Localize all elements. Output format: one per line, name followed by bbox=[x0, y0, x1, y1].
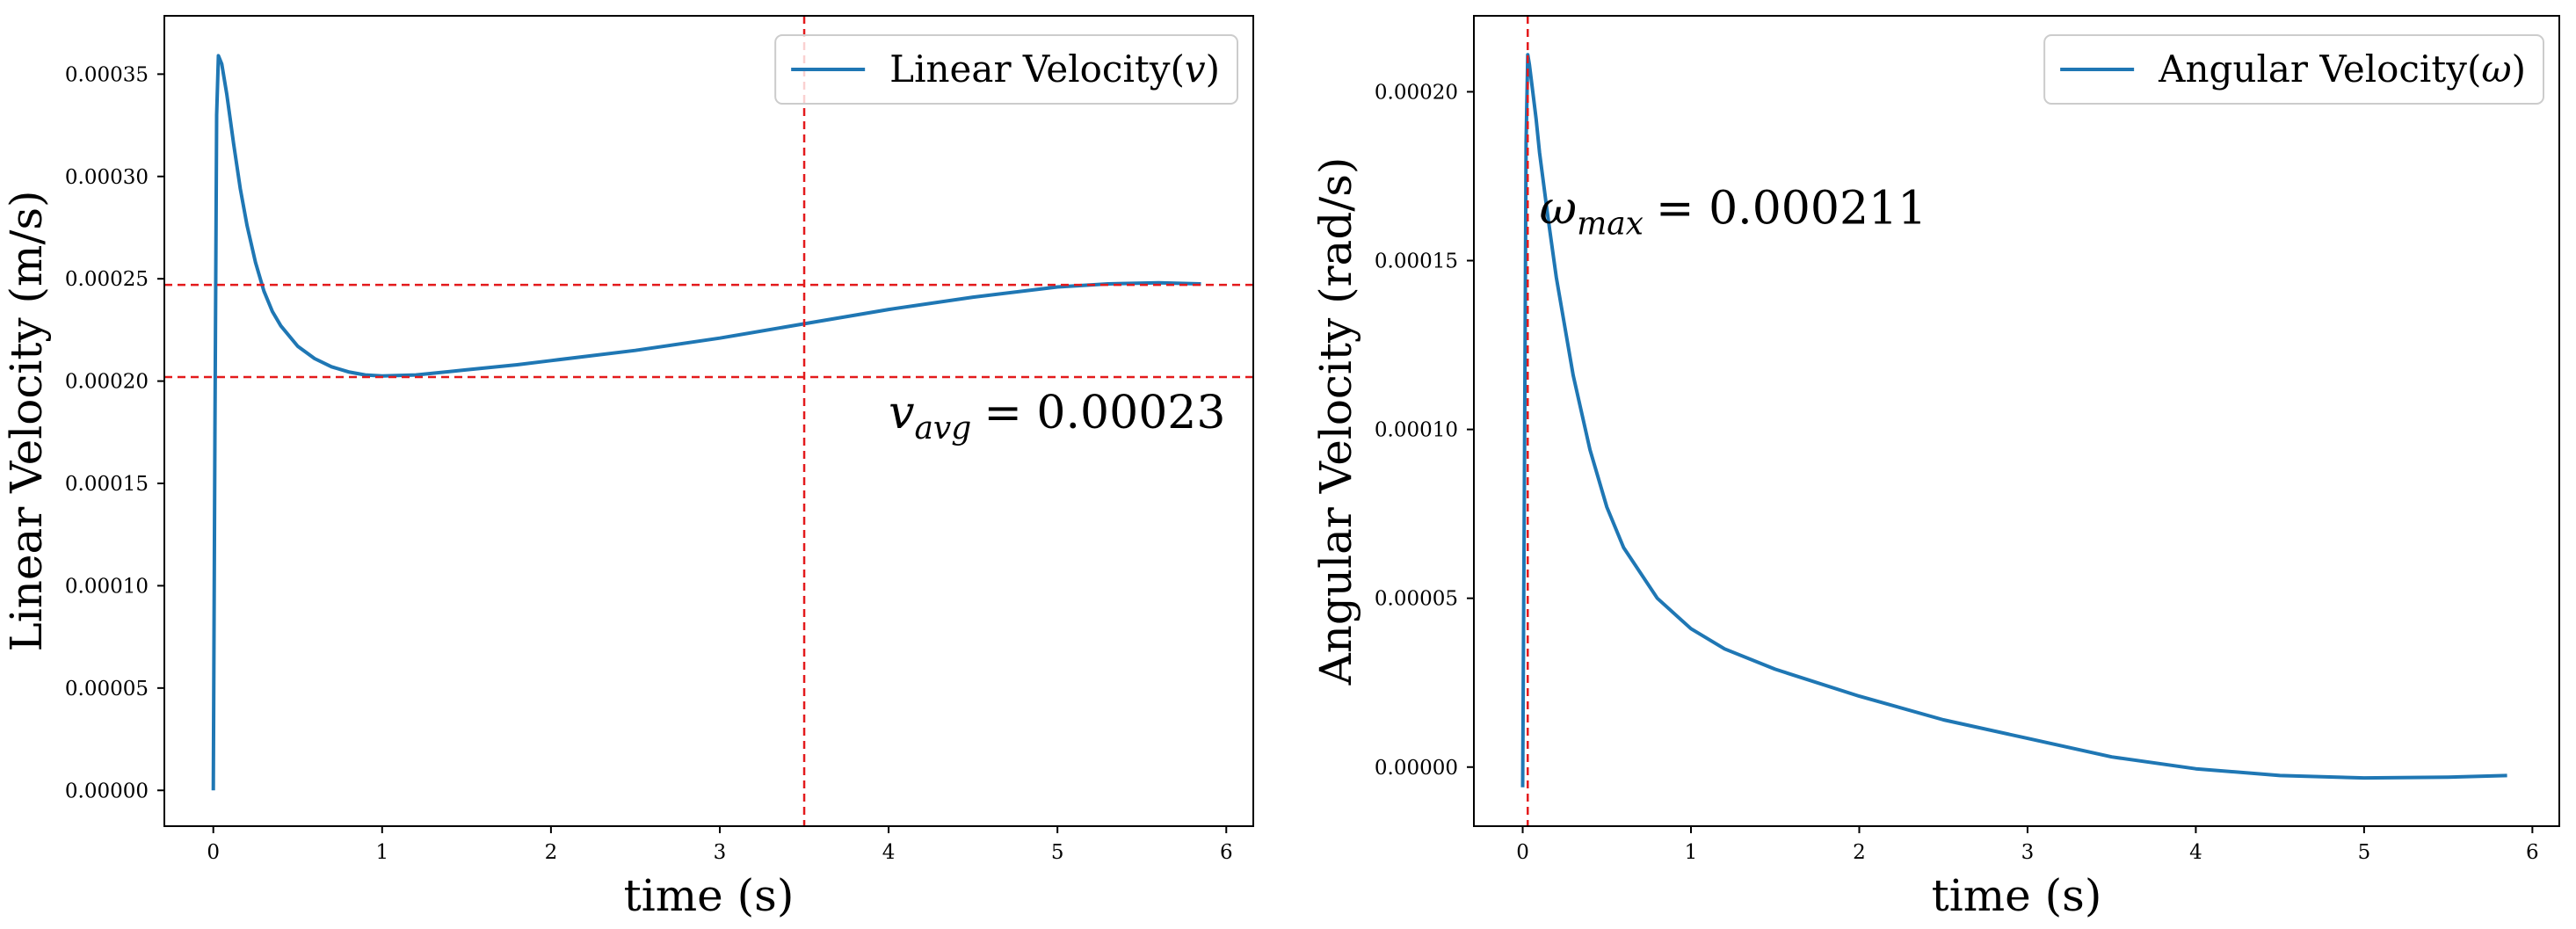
y-tick-label: 0.00020 bbox=[1375, 81, 1458, 104]
axes-border bbox=[163, 15, 1254, 827]
series-line-0 bbox=[211, 54, 1201, 791]
x-tick-label: 4 bbox=[882, 841, 896, 864]
y-axis-ticks: 0.00000 0.00005 0.00010 0.00015 0.00020 bbox=[1375, 81, 1474, 780]
y-tick-label: 0.00000 bbox=[65, 780, 149, 802]
legend: Angular Velocity(ω) bbox=[2043, 34, 2544, 105]
plot-area bbox=[164, 16, 1253, 826]
x-axis-ticks: 0 1 2 3 4 5 6 bbox=[1516, 826, 2539, 864]
x-tick-label: 5 bbox=[2358, 841, 2371, 864]
axes-frame bbox=[1473, 15, 2560, 827]
y-axis-label: Linear Velocity (m/s) bbox=[1, 191, 52, 652]
x-tick-label: 6 bbox=[2526, 841, 2539, 864]
x-tick-label: 3 bbox=[2021, 841, 2035, 864]
x-tick-label: 0 bbox=[1516, 841, 1529, 864]
y-tick-label: 0.00035 bbox=[65, 63, 149, 86]
x-tick-label: 1 bbox=[375, 841, 388, 864]
legend-box bbox=[774, 34, 1238, 105]
legend-label: Angular Velocity(ω) bbox=[2158, 47, 2526, 91]
x-tick-label: 6 bbox=[1220, 841, 1233, 864]
y-tick-label: 0.00005 bbox=[65, 678, 149, 700]
axes-frame bbox=[163, 15, 1254, 827]
annotation-omega-max: ωmax = 0.000211 bbox=[1540, 182, 1927, 242]
y-axis-ticks: 0.00000 0.00005 0.00010 0.00015 0.00020 0.000… bbox=[65, 63, 164, 802]
legend-label: Linear Velocity(v) bbox=[889, 47, 1220, 91]
x-tick-label: 4 bbox=[2189, 841, 2202, 864]
y-tick-label: 0.00010 bbox=[65, 575, 149, 598]
y-axis-label: Angular Velocity (rad/s) bbox=[1310, 157, 1361, 686]
y-tick-label: 0.00015 bbox=[65, 473, 149, 496]
y-tick-label: 0.00015 bbox=[1375, 250, 1458, 273]
annotation-v-avg: vavg = 0.00023 bbox=[889, 387, 1225, 446]
x-axis-ticks: 0 1 2 3 4 5 6 bbox=[207, 826, 1233, 864]
x-tick-label: 5 bbox=[1051, 841, 1064, 864]
x-tick-label: 3 bbox=[714, 841, 727, 864]
x-tick-label: 2 bbox=[1853, 841, 1866, 864]
y-tick-label: 0.00000 bbox=[1375, 757, 1458, 780]
y-tick-label: 0.00010 bbox=[1375, 419, 1458, 442]
series-line-0 bbox=[1520, 53, 2507, 787]
x-tick-label: 1 bbox=[1685, 841, 1698, 864]
x-axis-label: time (s) bbox=[1932, 870, 2102, 921]
legend: Linear Velocity(v) bbox=[774, 34, 1238, 105]
x-tick-label: 2 bbox=[545, 841, 558, 864]
y-tick-label: 0.00005 bbox=[1375, 588, 1458, 611]
legend-box bbox=[2043, 34, 2544, 105]
x-axis-label: time (s) bbox=[624, 870, 795, 921]
x-tick-label: 0 bbox=[207, 841, 220, 864]
y-tick-label: 0.00020 bbox=[65, 371, 149, 394]
y-tick-label: 0.00030 bbox=[65, 166, 149, 189]
axes-border bbox=[1473, 15, 2560, 827]
plot-area bbox=[1520, 16, 2507, 826]
y-tick-label: 0.00025 bbox=[65, 268, 149, 291]
